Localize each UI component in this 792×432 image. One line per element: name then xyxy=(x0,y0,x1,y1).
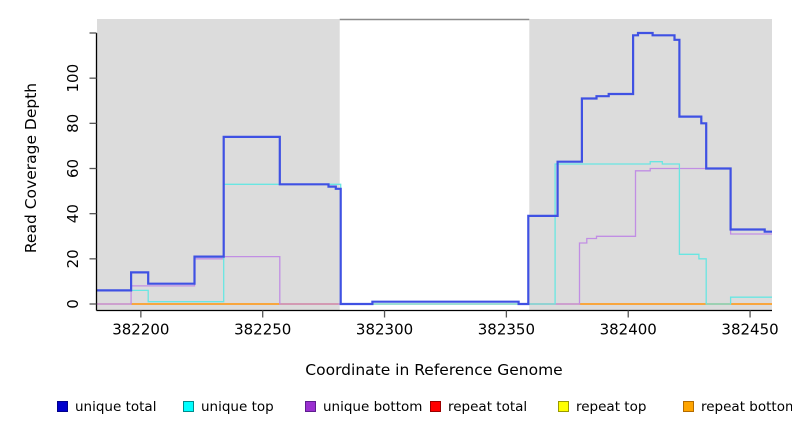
legend-item-repeat-total: repeat total xyxy=(430,398,528,415)
x-tick-label: 382300 xyxy=(356,321,413,339)
y-tick-label: 100 xyxy=(64,64,82,93)
legend-label: unique bottom xyxy=(323,398,423,415)
legend-label: unique top xyxy=(201,398,274,415)
legend-item-unique-top: unique top xyxy=(183,398,274,415)
legend-swatch xyxy=(183,401,194,412)
x-tick-label: 382450 xyxy=(721,321,778,339)
y-tick-label: 0 xyxy=(64,299,82,309)
x-tick-label: 382350 xyxy=(478,321,535,339)
legend-swatch xyxy=(558,401,569,412)
y-axis-title: Read Coverage Depth xyxy=(22,82,40,254)
x-tick-label: 382400 xyxy=(600,321,657,339)
legend-label: repeat total xyxy=(448,398,528,415)
legend-swatch xyxy=(430,401,441,412)
legend-item-unique-bottom: unique bottom xyxy=(305,398,423,415)
series-unique-total xyxy=(97,31,772,306)
legend-item-unique-total: unique total xyxy=(57,398,157,415)
y-tick-label: 40 xyxy=(64,204,82,223)
legend-item-repeat-bottom: repeat bottom xyxy=(683,398,792,415)
y-tick-label: 20 xyxy=(64,249,82,268)
legend-label: repeat top xyxy=(576,398,647,415)
shaded-region xyxy=(97,19,340,310)
legend-label: repeat bottom xyxy=(701,398,792,415)
legend-label: unique total xyxy=(75,398,157,415)
y-tick-label: 80 xyxy=(64,114,82,133)
x-tick-label: 382250 xyxy=(234,321,291,339)
coverage-plot: 382200 382250 382300 382350 382400 382450 0 20 4… xyxy=(64,18,779,339)
legend-item-repeat-top: repeat top xyxy=(558,398,647,415)
legend-swatch xyxy=(305,401,316,412)
legend-swatch xyxy=(683,401,694,412)
x-tick-label: 382200 xyxy=(112,321,169,339)
y-tick-label: 60 xyxy=(64,159,82,178)
x-axis-title: Coordinate in Reference Genome xyxy=(305,361,563,379)
legend-swatch xyxy=(57,401,68,412)
